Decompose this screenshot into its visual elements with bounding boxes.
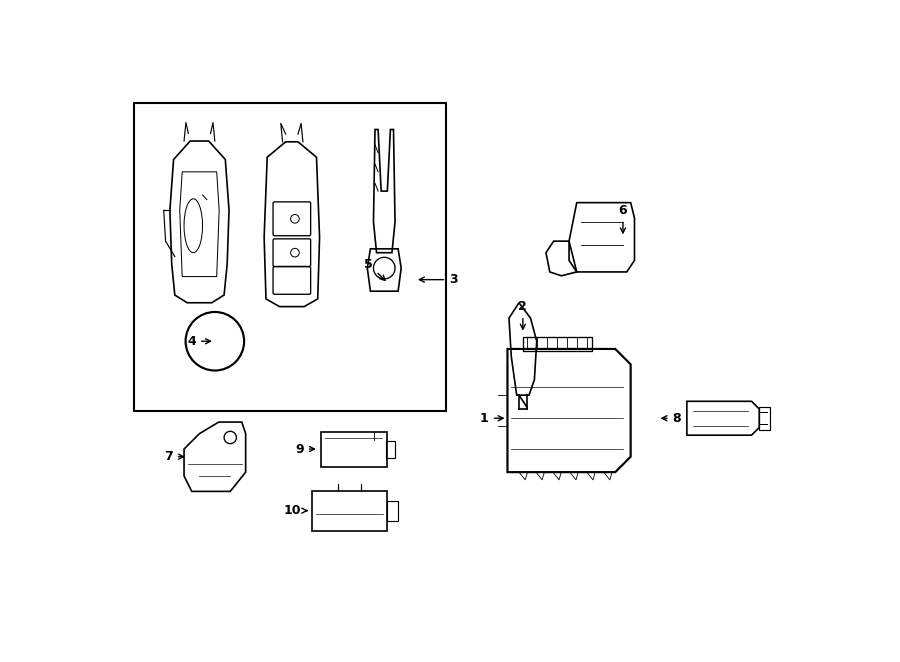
Text: 4: 4 [187, 335, 211, 348]
Text: 6: 6 [618, 204, 627, 233]
Text: 10: 10 [284, 504, 307, 517]
Text: 5: 5 [364, 258, 385, 281]
Text: 1: 1 [480, 412, 503, 425]
Bar [312, 491, 387, 531]
Text: 9: 9 [295, 442, 314, 455]
Text: 3: 3 [419, 273, 458, 286]
Bar [386, 441, 395, 457]
Text: 8: 8 [662, 412, 681, 425]
Text: 7: 7 [165, 450, 184, 463]
Bar [760, 406, 770, 430]
Bar [387, 500, 398, 520]
Text: 2: 2 [518, 300, 527, 329]
Bar [523, 338, 592, 352]
Bar [321, 432, 387, 467]
